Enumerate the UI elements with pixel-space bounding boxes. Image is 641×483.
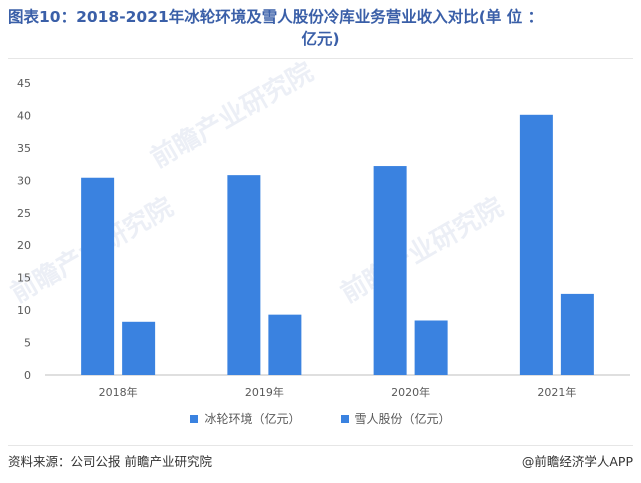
bar-series-1-4 <box>519 114 553 375</box>
bar-series-1-1 <box>81 177 115 375</box>
y-tick-label: 5 <box>24 337 31 350</box>
x-tick-label: 2020年 <box>391 385 430 399</box>
x-tick-label: 2018年 <box>99 385 138 399</box>
y-tick-label: 0 <box>24 369 31 382</box>
bar-chart: 0 5 10 15 20 25 30 35 40 45 2018年 2019年 2020年 2021年 <box>17 77 630 399</box>
chart-title-line2: 亿元) <box>301 30 340 48</box>
legend-label-series-1: 冰轮环境（亿元） <box>204 412 301 426</box>
footer-divider <box>8 445 633 446</box>
legend-swatch-series-1 <box>190 414 199 423</box>
x-tick-label: 2019年 <box>245 385 284 399</box>
brand-credit: @前瞻经济学人APP <box>521 454 633 469</box>
footer: 资料来源：公司公报 前瞻产业研究院 @前瞻经济学人APP <box>8 451 633 470</box>
bar-series-2-1 <box>122 321 156 375</box>
legend-item-series-1: 冰轮环境（亿元） <box>190 410 301 427</box>
y-tick-label: 15 <box>17 272 31 285</box>
bar-series-2-3 <box>414 320 448 375</box>
y-tick-label: 35 <box>17 142 31 155</box>
legend-item-series-2: 雪人股份（亿元） <box>340 410 451 427</box>
y-tick-label: 30 <box>17 174 31 187</box>
bar-series-1-3 <box>373 166 407 375</box>
legend-label-series-2: 雪人股份（亿元） <box>354 412 451 426</box>
chart-title-line1: 图表10：2018-2021年冰轮环境及雪人股份冷库业务营业收入对比(单 位 ： <box>8 8 544 26</box>
bar-series-2-2 <box>268 314 302 375</box>
y-tick-label: 40 <box>17 109 31 122</box>
bar-series-2-4 <box>560 293 594 375</box>
title-divider <box>8 58 633 59</box>
chart-legend: 冰轮环境（亿元） 雪人股份（亿元） <box>0 410 641 427</box>
source-note: 资料来源：公司公报 前瞻产业研究院 <box>8 454 212 469</box>
x-tick-label: 2021年 <box>537 385 576 399</box>
y-tick-label: 20 <box>17 239 31 252</box>
bar-series-1-2 <box>227 175 261 375</box>
chart-title: 图表10：2018-2021年冰轮环境及雪人股份冷库业务营业收入对比(单 位 ：… <box>8 6 633 50</box>
y-tick-label: 45 <box>17 77 31 90</box>
legend-swatch-series-2 <box>340 414 349 423</box>
y-tick-label: 10 <box>17 304 31 317</box>
y-tick-label: 25 <box>17 207 31 220</box>
